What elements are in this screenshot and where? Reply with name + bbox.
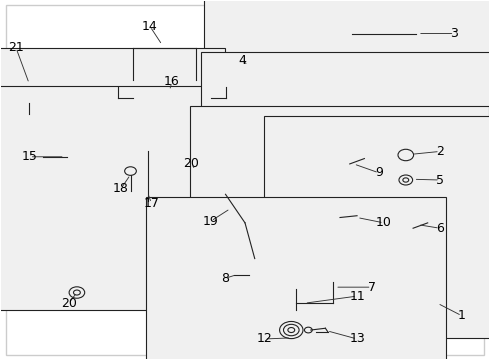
Text: 10: 10: [376, 216, 392, 229]
Text: 20: 20: [183, 157, 199, 170]
Text: 21: 21: [8, 41, 24, 54]
FancyBboxPatch shape: [203, 0, 490, 143]
FancyBboxPatch shape: [264, 116, 490, 338]
FancyBboxPatch shape: [146, 197, 446, 360]
Text: 16: 16: [164, 75, 180, 88]
Text: 4: 4: [239, 54, 246, 67]
Text: 12: 12: [257, 333, 272, 346]
FancyBboxPatch shape: [0, 48, 224, 266]
Text: 19: 19: [203, 215, 219, 228]
FancyBboxPatch shape: [191, 106, 489, 327]
Text: 6: 6: [436, 222, 444, 235]
Text: 20: 20: [61, 297, 76, 310]
Text: 7: 7: [368, 281, 376, 294]
FancyBboxPatch shape: [0, 86, 297, 310]
Text: 5: 5: [436, 174, 444, 186]
Text: 17: 17: [144, 197, 159, 210]
Text: 13: 13: [349, 333, 365, 346]
Text: 9: 9: [375, 166, 383, 179]
Text: 14: 14: [142, 20, 158, 33]
Text: 1: 1: [458, 309, 466, 322]
Text: 15: 15: [22, 150, 38, 163]
Text: 3: 3: [451, 27, 459, 40]
Text: 18: 18: [113, 183, 129, 195]
Text: 8: 8: [221, 272, 229, 285]
Text: 11: 11: [349, 289, 365, 303]
Text: 2: 2: [436, 145, 444, 158]
FancyBboxPatch shape: [201, 52, 490, 274]
